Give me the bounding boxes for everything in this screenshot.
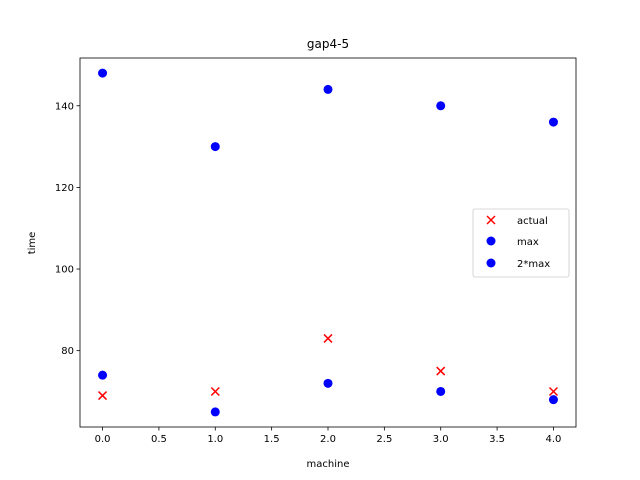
data-point [436,366,446,376]
x-tick-label: 4.0 [546,434,562,445]
series-2 [98,68,558,152]
legend-marker [486,258,496,268]
y-tick-label: 100 [55,265,74,276]
data-point [548,386,558,397]
x-tick-label: 3.0 [433,434,449,445]
x-tick-label: 0.0 [95,434,111,445]
chart-title: gap4-5 [307,37,349,51]
legend-marker [486,215,496,225]
y-tick-label: 140 [55,101,74,112]
x-tick-label: 2.5 [376,434,392,445]
y-tick-label: 80 [61,346,74,357]
y-axis-label: time [27,232,38,255]
x-axis-label: machine [307,459,350,470]
x-tick-label: 2.0 [320,434,336,445]
data-point [210,142,220,152]
data-point [210,386,220,397]
series-0 [98,333,558,401]
y-axis-ticks: 80 100 120 140 [55,101,80,357]
x-tick-label: 3.5 [489,434,505,445]
data-point [323,378,333,388]
legend-label: 2*max [517,259,550,270]
data-point [98,391,108,401]
legend-label: actual [517,216,548,227]
data-point [548,117,558,127]
x-tick-label: 1.5 [264,434,280,445]
data-point [548,395,558,405]
data-point [323,333,333,343]
data-point [98,68,108,78]
data-points [98,68,558,417]
data-point [210,407,220,417]
legend: actual max 2*max [472,208,570,278]
x-tick-label: 1.0 [207,434,223,445]
data-point [436,386,446,396]
data-point [98,370,108,380]
x-axis-ticks: 0.0 0.5 1.0 1.5 2.0 2.5 3.0 3.5 4.0 [95,427,562,445]
x-tick-label: 0.5 [151,434,167,445]
series-1 [98,370,558,417]
legend-box [472,208,570,278]
legend-marker [486,236,496,246]
data-point [436,101,446,111]
plot-area: 0.0 0.5 1.0 1.5 2.0 2.5 3.0 3.5 4.0 80 100 120 140 [55,57,577,445]
y-tick-label: 120 [55,183,74,194]
legend-label: max [517,237,539,248]
data-point [323,84,333,94]
